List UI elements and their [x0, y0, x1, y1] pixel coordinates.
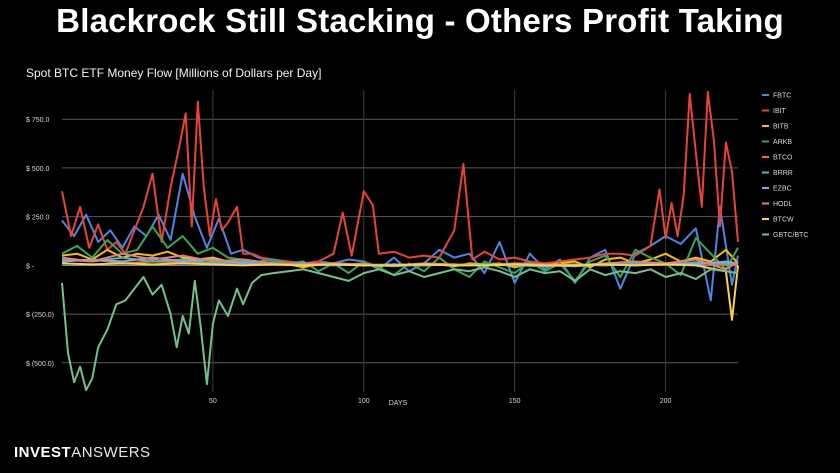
chart-title: Spot BTC ETF Money Flow [Millions of Dol… — [26, 66, 322, 80]
legend-label: EZBC — [773, 186, 792, 193]
x-tick-label: 100 — [358, 398, 370, 405]
legend-label: BITB — [773, 124, 789, 131]
series-line-gbtc-btc — [61, 266, 739, 392]
flow-chart: $ 750.0 $ 500.0 $ 250.0 $ - $ (250.0) $ (500.… — [26, 90, 808, 407]
legend-label: BTCO — [773, 155, 793, 162]
legend-label: HODL — [773, 201, 793, 208]
y-tick-label: $ 250.0 — [26, 215, 49, 222]
legend-label: ARKB — [773, 139, 792, 146]
x-tick-label: 200 — [660, 398, 672, 405]
brand-part1: INVEST — [14, 444, 72, 461]
legend-label: FBTC — [773, 93, 791, 100]
y-tick-label: $ 750.0 — [26, 117, 49, 124]
headline: Blackrock Still Stacking - Others Profit… — [56, 2, 784, 39]
x-axis-label: DAYS — [389, 400, 408, 407]
series-line-fbtc — [61, 172, 739, 302]
y-tick-label: $ (250.0) — [26, 312, 54, 319]
legend-label: GBTC/BTC — [773, 232, 808, 239]
x-tick-label: 50 — [209, 398, 217, 405]
brand-part2: ANSWERS — [71, 444, 151, 461]
y-tick-label: $ - — [26, 263, 35, 270]
series-line-ibit — [61, 90, 739, 265]
y-tick-label: $ 500.0 — [26, 166, 49, 173]
brand-logo: INVESTANSWERS — [14, 444, 151, 461]
legend-label: BRRR — [773, 170, 793, 177]
series-line-btcw — [61, 262, 739, 321]
legend-label: IBIT — [773, 108, 787, 115]
y-tick-label: $ (500.0) — [26, 361, 54, 368]
legend-label: BTCW — [773, 217, 794, 224]
x-tick-label: 150 — [509, 398, 521, 405]
